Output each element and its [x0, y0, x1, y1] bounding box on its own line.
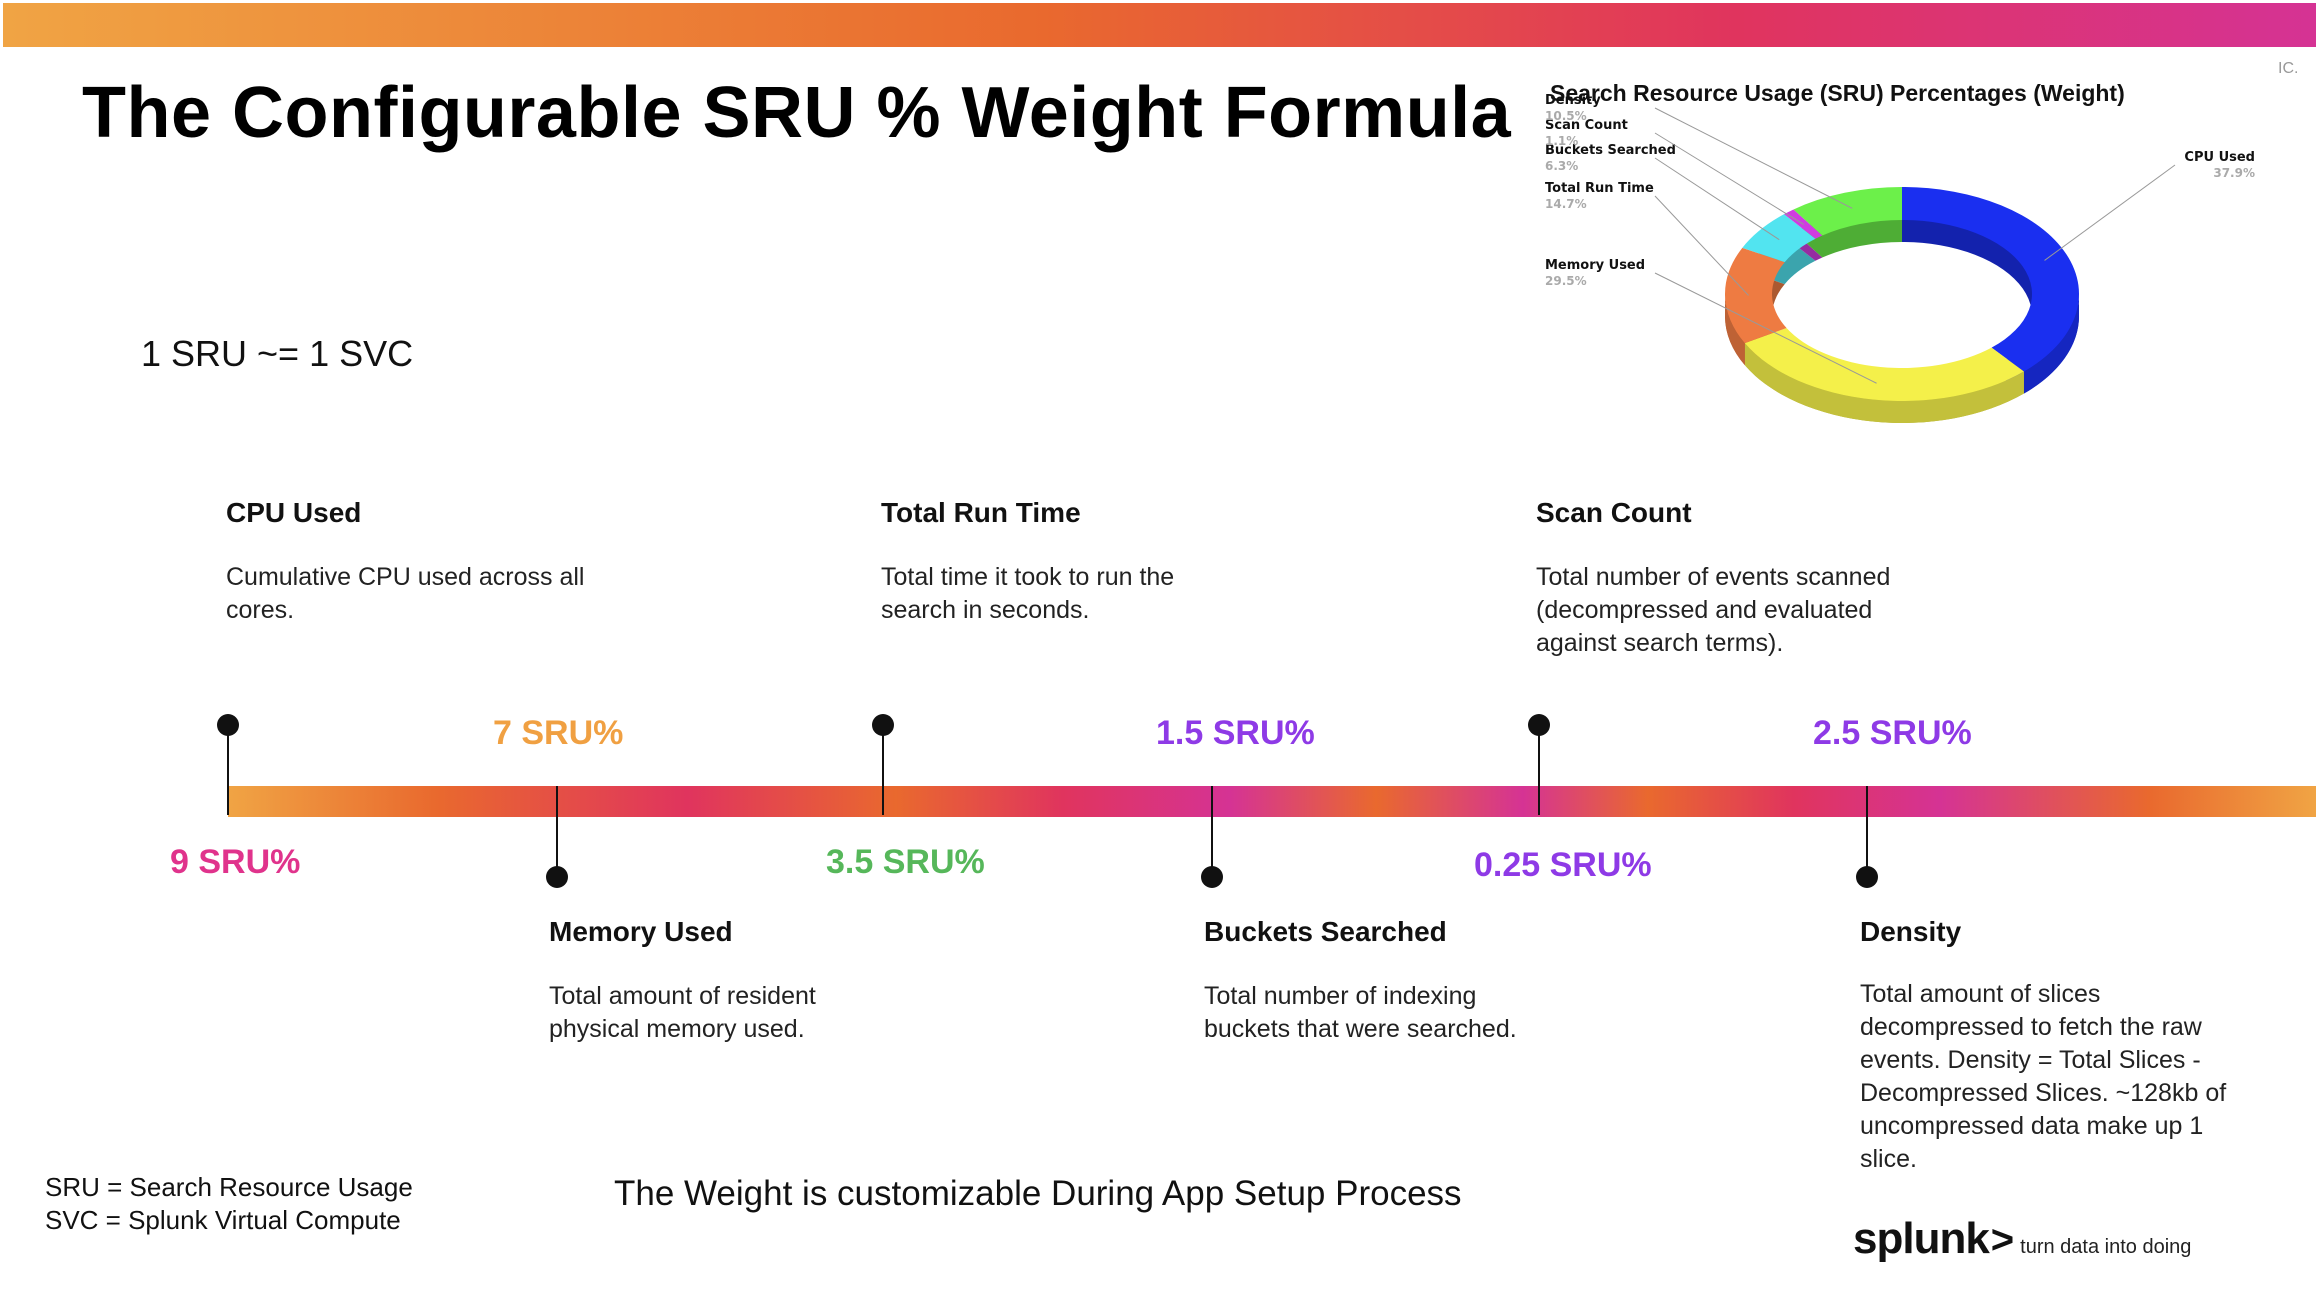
- category-desc-scan: Total number of events scanned (decompre…: [1536, 563, 1891, 657]
- logo-tagline: turn data into doing: [2020, 1236, 2192, 1258]
- slice-value-5: 10.5%: [1545, 109, 1587, 123]
- timeline-stem-cpu: [227, 725, 229, 815]
- donut-wall-0: [2023, 294, 2079, 394]
- logo-wordmark: splunk: [1853, 1214, 1990, 1263]
- corner-mark: IC.: [2278, 60, 2299, 77]
- legend-sru: SRU = Search Resource Usage: [45, 1172, 413, 1202]
- donut-slice-5: [1793, 187, 1902, 236]
- timeline-stem-memory: [556, 786, 558, 876]
- slice-value-0: 37.9%: [2213, 166, 2255, 180]
- category-title-buckets: Buckets Searched: [1204, 916, 1447, 947]
- footer-note: The Weight is customizable During App Se…: [614, 1174, 1462, 1213]
- timeline-dot-scan: [1528, 714, 1550, 736]
- weight-label-runtime: 3.5 SRU%: [826, 843, 985, 881]
- donut-slice-2: [1725, 247, 1787, 344]
- slice-value-2: 14.7%: [1545, 197, 1587, 211]
- top-gradient-bar: [3, 3, 2316, 47]
- leader-line-0: [2044, 164, 2176, 261]
- category-title-cpu: CPU Used: [226, 497, 362, 528]
- logo-chevron-icon: >: [1990, 1218, 2015, 1262]
- leader-line-4: [1654, 132, 1805, 225]
- slice-value-3: 6.3%: [1545, 159, 1578, 173]
- slice-label-4: Scan Count: [1545, 118, 1628, 133]
- donut-wall-1: [1744, 343, 2024, 423]
- donut-slice-0: [1902, 187, 2079, 372]
- timeline-stem-runtime: [882, 725, 884, 815]
- weight-label-cpu: 9 SRU%: [170, 843, 301, 881]
- category-desc-cpu: Cumulative CPU used across all cores.: [226, 563, 585, 624]
- sru-donut-chart: Search Resource Usage (SRU) Percentages …: [1535, 72, 2275, 452]
- slice-label-1: Memory Used: [1545, 258, 1645, 273]
- weight-label-scan: 0.25 SRU%: [1474, 846, 1652, 884]
- leader-line-2: [1654, 195, 1749, 296]
- slide-title: The Configurable SRU % Weight Formula: [82, 73, 1512, 153]
- donut-slice-3: [1742, 214, 1816, 263]
- weight-label-buckets: 1.5 SRU%: [1156, 714, 1315, 752]
- leader-line-5: [1654, 107, 1853, 209]
- timeline-stem-scan: [1538, 725, 1540, 815]
- abbreviation-legend: SRU = Search Resource Usage SVC = Splunk…: [45, 1171, 413, 1237]
- category-desc-runtime: Total time it took to run the search in …: [881, 563, 1175, 624]
- timeline-dot-memory: [546, 866, 568, 888]
- splunk-logo: splunk> turn data into doing: [1853, 1214, 2191, 1264]
- chart-title: Search Resource Usage (SRU) Percentages …: [1550, 80, 2125, 106]
- slice-label-3: Buckets Searched: [1545, 143, 1676, 158]
- category-title-scan: Scan Count: [1536, 497, 1692, 528]
- timeline-dot-runtime: [872, 714, 894, 736]
- slice-label-0: CPU Used: [2184, 150, 2255, 165]
- category-desc-density: Total amount of slices decompressed to f…: [1860, 980, 2227, 1173]
- timeline-dot-cpu: [217, 714, 239, 736]
- slice-label-5: Density: [1545, 93, 1601, 108]
- timeline-dot-density: [1856, 866, 1878, 888]
- timeline-stem-density: [1866, 786, 1868, 876]
- sru-svc-equation: 1 SRU ~= 1 SVC: [141, 333, 414, 374]
- category-title-memory: Memory Used: [549, 916, 733, 947]
- slice-label-2: Total Run Time: [1545, 181, 1654, 196]
- weight-label-density: 2.5 SRU%: [1813, 714, 1972, 752]
- slice-value-4: 1.1%: [1545, 134, 1578, 148]
- timeline-stem-buckets: [1211, 786, 1213, 876]
- category-title-density: Density: [1860, 916, 1962, 947]
- timeline-bar: [228, 786, 2316, 817]
- donut-slice-1: [1744, 328, 2024, 401]
- donut-wall-2: [1725, 294, 1745, 366]
- legend-svc: SVC = Splunk Virtual Compute: [45, 1205, 401, 1235]
- category-desc-memory: Total amount of resident physical memory…: [549, 982, 816, 1043]
- timeline-dot-buckets: [1201, 866, 1223, 888]
- weight-label-memory: 7 SRU%: [493, 714, 624, 752]
- leader-line-1: [1654, 272, 1877, 384]
- leader-line-3: [1654, 157, 1780, 241]
- slice-value-1: 29.5%: [1545, 274, 1587, 288]
- category-title-runtime: Total Run Time: [881, 497, 1081, 528]
- category-desc-buckets: Total number of indexing buckets that we…: [1204, 982, 1517, 1043]
